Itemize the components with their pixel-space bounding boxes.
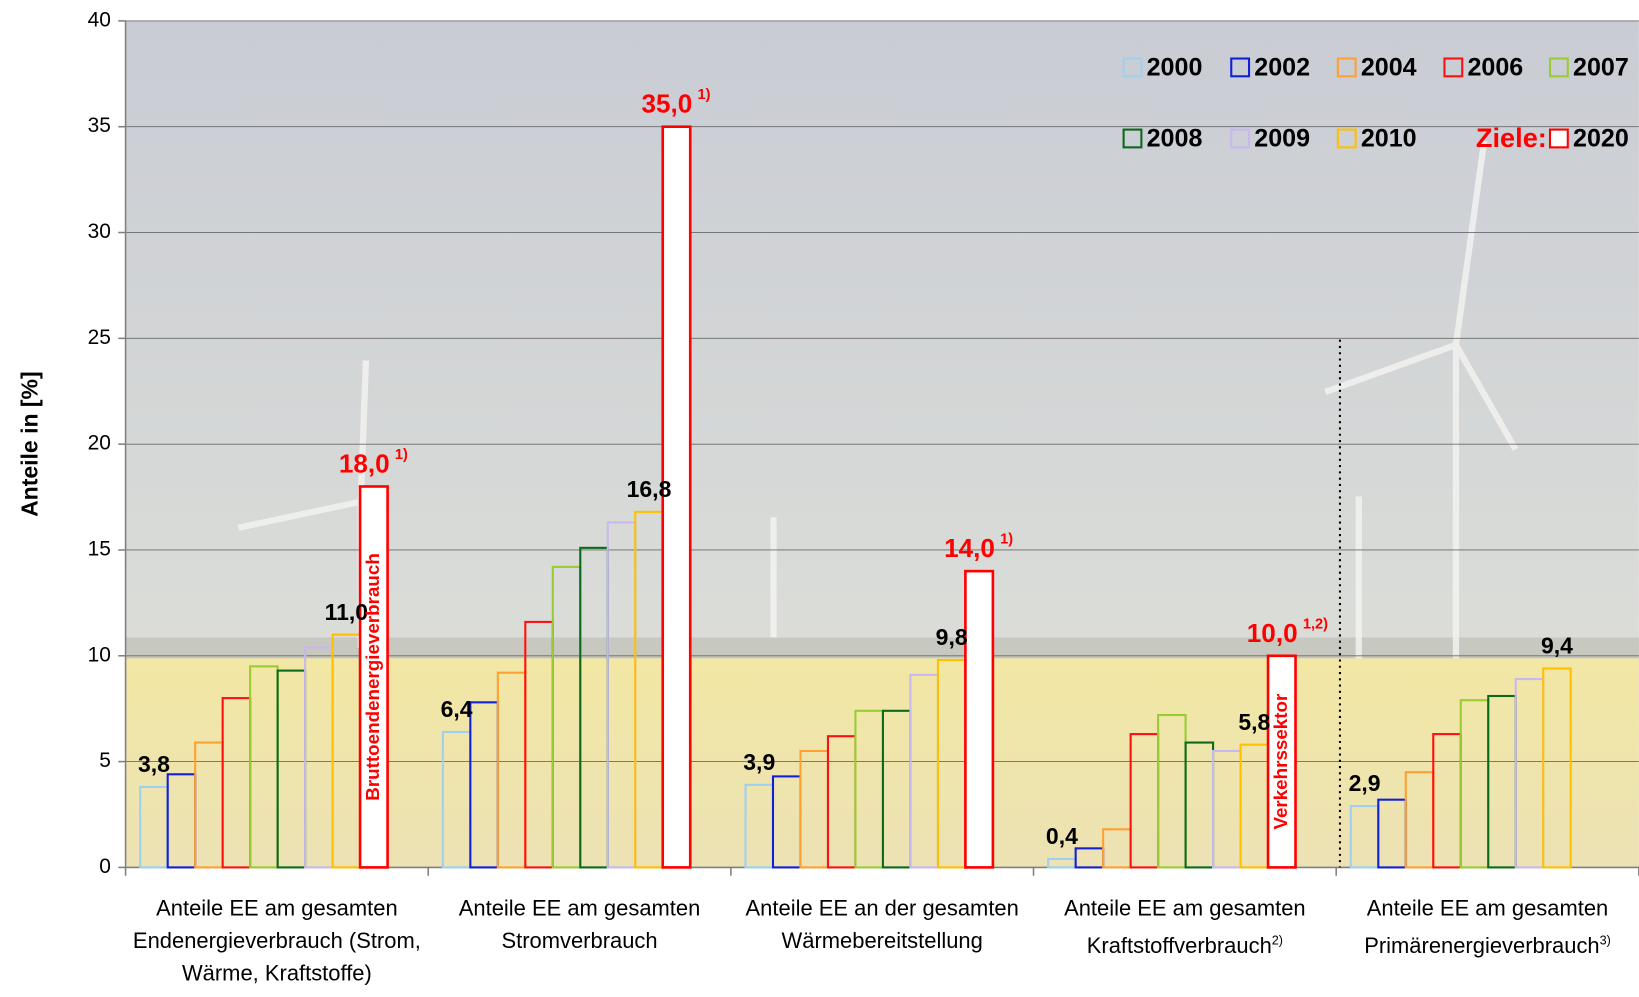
category-label-box: Anteile EE am gesamten Endenergieverbrau… [131, 892, 423, 997]
y-axis-label: Anteile in [%] [17, 371, 43, 517]
category-text: Anteile EE am gesamten Stromverbrauch [459, 897, 701, 953]
value-label: 9,4 [1541, 633, 1573, 659]
legend-label: 2020 [1573, 125, 1629, 153]
y-tick-label: 20 [88, 432, 111, 455]
category-text: Anteile EE am gesamten Kraftstoffverbrau… [1064, 897, 1306, 959]
value-label: 3,9 [743, 749, 775, 775]
category-label-box: Anteile EE an der gesamten Wärmebereitst… [736, 892, 1028, 997]
page: Anteile EE html, body { margin: 0; paddi… [0, 0, 1639, 997]
y-tick-label: 15 [88, 537, 111, 560]
legend-target-label: Ziele: [1476, 122, 1547, 153]
value-label: 16,8 [627, 476, 672, 502]
value-label: 10,0 [1247, 618, 1298, 648]
bar-annotation: Verkehrssektor [1270, 693, 1291, 830]
x-tick-label: Anteile EE an der gesamten Wärmebereitst… [736, 892, 1028, 957]
x-tick-label: Anteile EE am gesamten Primärenergieverb… [1341, 892, 1633, 962]
y-tick-label: 30 [88, 220, 111, 243]
category-text: Anteile EE an der gesamten Wärmebereitst… [746, 897, 1019, 953]
legend-label: 2010 [1361, 125, 1417, 153]
value-label: 2,9 [1349, 770, 1381, 796]
value-label: 18,0 [339, 448, 390, 478]
category-note: 2) [1272, 933, 1283, 948]
legend-label: 2004 [1361, 54, 1417, 82]
x-tick-label: Anteile EE am gesamten Endenergieverbrau… [131, 892, 423, 989]
value-note: 1,2) [1303, 616, 1328, 632]
legend-swatch [1550, 130, 1568, 148]
category-label-box: Anteile EE am gesamten Stromverbrauch [433, 892, 725, 997]
category-label-box: Anteile EE am gesamten Kraftstoffverbrau… [1039, 892, 1331, 997]
value-label: 6,4 [441, 696, 473, 722]
value-label: 5,8 [1238, 709, 1270, 735]
bar-annotation: Bruttoendenergieverbrauch [362, 553, 383, 801]
legend-label: 2006 [1467, 54, 1523, 82]
y-tick-label: 5 [99, 749, 111, 772]
y-tick-label: 35 [88, 114, 111, 137]
category-note: 3) [1600, 933, 1611, 948]
category-labels: Anteile EE am gesamten Endenergieverbrau… [131, 892, 1634, 997]
x-tick-label: Anteile EE am gesamten Stromverbrauch [433, 892, 725, 957]
y-tick-label: 10 [88, 643, 111, 666]
bar [965, 571, 992, 867]
value-label: 14,0 [944, 533, 995, 563]
category-text: Anteile EE am gesamten Endenergieverbrau… [133, 897, 421, 986]
y-tick-label: 40 [88, 8, 111, 31]
legend-label: 2009 [1254, 125, 1310, 153]
y-tick-label: 0 [99, 855, 111, 878]
value-note: 1) [395, 447, 408, 463]
legend-label: 2000 [1147, 54, 1203, 82]
legend-label: 2008 [1147, 125, 1203, 153]
legend-label: 2002 [1254, 54, 1310, 82]
body: {"chart_data": { "type": "bar", "y_label… [0, 0, 1639, 997]
value-label: 3,8 [138, 751, 170, 777]
x-tick-label: Anteile EE am gesamten Kraftstoffverbrau… [1039, 892, 1331, 962]
legend-label: 2007 [1573, 54, 1629, 82]
value-label: 9,8 [936, 624, 968, 650]
value-label: 35,0 [641, 89, 692, 119]
y-tick-label: 25 [88, 326, 111, 349]
category-text: Anteile EE am gesamten Primärenergieverb… [1364, 897, 1608, 959]
value-note: 1) [1000, 532, 1013, 548]
value-label: 0,4 [1046, 823, 1078, 849]
chart: Anteile in [%] 0 5 10 15 20 25 30 35 40 3,8 6,4 3,9… [0, 0, 1639, 997]
value-note: 1) [698, 87, 711, 103]
category-label-box: Anteile EE am gesamten Primärenergieverb… [1341, 892, 1633, 997]
